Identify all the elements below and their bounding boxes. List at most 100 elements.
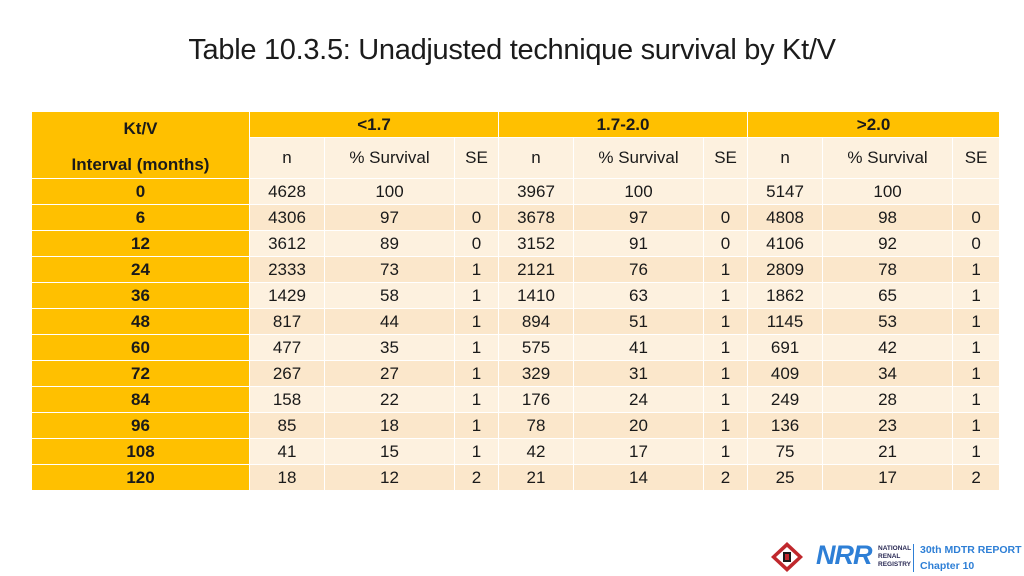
se-cell: 1 xyxy=(703,334,749,361)
se-cell: 0 xyxy=(952,230,1001,257)
se-cell: 0 xyxy=(952,204,1001,231)
survival-cell: 20 xyxy=(573,412,705,439)
se-cell: 1 xyxy=(453,438,500,465)
registry-emblem-icon xyxy=(771,542,803,572)
n-cell: 2333 xyxy=(249,256,325,283)
n-cell: 2121 xyxy=(498,256,575,283)
n-cell: 1410 xyxy=(498,282,575,309)
se-cell: 1 xyxy=(453,282,500,309)
n-cell: 3612 xyxy=(249,230,325,257)
n-cell: 894 xyxy=(498,308,575,335)
se-cell: 0 xyxy=(703,230,749,257)
survival-cell: 34 xyxy=(822,360,954,387)
interval-cell: 60 xyxy=(31,334,250,361)
survival-cell: 18 xyxy=(324,412,455,439)
survival-cell: 17 xyxy=(573,438,705,465)
report-label: 30th MDTR REPORT 2022 xyxy=(920,544,1024,556)
survival-cell: 21 xyxy=(822,438,954,465)
subheader-survival: % Survival xyxy=(324,137,455,179)
n-cell: 4106 xyxy=(747,230,824,257)
survival-cell: 44 xyxy=(324,308,455,335)
n-cell: 41 xyxy=(249,438,325,465)
se-cell: 1 xyxy=(703,412,749,439)
interval-header-label: Interval (months) xyxy=(71,155,210,174)
se-cell: 1 xyxy=(453,360,500,387)
subheader-n: n xyxy=(747,137,824,179)
n-cell: 4628 xyxy=(249,178,325,205)
n-cell: 329 xyxy=(498,360,575,387)
survival-table: Kt/V Interval (months) <1.7 1.7-2.0 >2.0… xyxy=(31,111,1001,491)
survival-cell: 14 xyxy=(573,464,705,491)
subheader-se: SE xyxy=(952,137,1001,179)
n-cell: 691 xyxy=(747,334,824,361)
survival-cell: 12 xyxy=(324,464,455,491)
se-cell: 0 xyxy=(703,204,749,231)
se-cell: 1 xyxy=(952,386,1001,413)
se-cell: 0 xyxy=(453,204,500,231)
se-cell: 0 xyxy=(453,230,500,257)
table-row: 48 817 44 1 894 51 1 1145 53 1 xyxy=(31,308,1001,335)
subheader-se: SE xyxy=(703,137,749,179)
se-cell: 1 xyxy=(453,386,500,413)
n-cell: 575 xyxy=(498,334,575,361)
survival-cell: 15 xyxy=(324,438,455,465)
se-cell xyxy=(703,178,749,205)
se-cell: 1 xyxy=(952,438,1001,465)
survival-cell: 23 xyxy=(822,412,954,439)
interval-header: Kt/V Interval (months) xyxy=(31,111,250,179)
n-cell: 3152 xyxy=(498,230,575,257)
survival-cell: 100 xyxy=(573,178,705,205)
logo-org-line1: NATIONAL xyxy=(878,545,912,552)
n-cell: 136 xyxy=(747,412,824,439)
interval-cell: 48 xyxy=(31,308,250,335)
se-cell: 1 xyxy=(703,282,749,309)
ktv-header-label: Kt/V xyxy=(123,119,158,138)
table-row: 108 41 15 1 42 17 1 75 21 1 xyxy=(31,438,1001,465)
survival-cell: 100 xyxy=(324,178,455,205)
survival-cell: 51 xyxy=(573,308,705,335)
survival-cell: 31 xyxy=(573,360,705,387)
group-header-gt20: >2.0 xyxy=(747,111,1001,138)
survival-cell: 41 xyxy=(573,334,705,361)
n-cell: 4306 xyxy=(249,204,325,231)
survival-cell: 28 xyxy=(822,386,954,413)
se-cell: 2 xyxy=(952,464,1001,491)
subheader-n: n xyxy=(498,137,575,179)
n-cell: 817 xyxy=(249,308,325,335)
survival-cell: 89 xyxy=(324,230,455,257)
logo-org-line2: RENAL xyxy=(878,553,901,560)
n-cell: 249 xyxy=(747,386,824,413)
n-cell: 75 xyxy=(747,438,824,465)
n-cell: 25 xyxy=(747,464,824,491)
se-cell: 1 xyxy=(952,308,1001,335)
se-cell: 1 xyxy=(453,412,500,439)
n-cell: 85 xyxy=(249,412,325,439)
se-cell: 1 xyxy=(453,256,500,283)
interval-cell: 6 xyxy=(31,204,250,231)
n-cell: 176 xyxy=(498,386,575,413)
survival-cell: 65 xyxy=(822,282,954,309)
se-cell: 2 xyxy=(453,464,500,491)
chapter-label: Chapter 10 xyxy=(920,560,975,572)
se-cell: 1 xyxy=(703,308,749,335)
survival-cell: 35 xyxy=(324,334,455,361)
survival-cell: 73 xyxy=(324,256,455,283)
se-cell xyxy=(952,178,1001,205)
survival-cell: 42 xyxy=(822,334,954,361)
se-cell: 1 xyxy=(703,256,749,283)
se-cell: 1 xyxy=(703,386,749,413)
n-cell: 1145 xyxy=(747,308,824,335)
se-cell: 1 xyxy=(703,438,749,465)
n-cell: 3678 xyxy=(498,204,575,231)
logo-org-line3: REGISTRY xyxy=(878,561,911,568)
interval-cell: 84 xyxy=(31,386,250,413)
group-header-17-20: 1.7-2.0 xyxy=(498,111,749,138)
logo-org-name: NATIONAL RENAL REGISTRY xyxy=(878,545,914,569)
n-cell: 267 xyxy=(249,360,325,387)
interval-cell: 120 xyxy=(31,464,250,491)
page-title: Table 10.3.5: Unadjusted technique survi… xyxy=(188,34,836,66)
survival-cell: 98 xyxy=(822,204,954,231)
subheader-n: n xyxy=(249,137,325,179)
interval-cell: 12 xyxy=(31,230,250,257)
se-cell: 1 xyxy=(453,308,500,335)
